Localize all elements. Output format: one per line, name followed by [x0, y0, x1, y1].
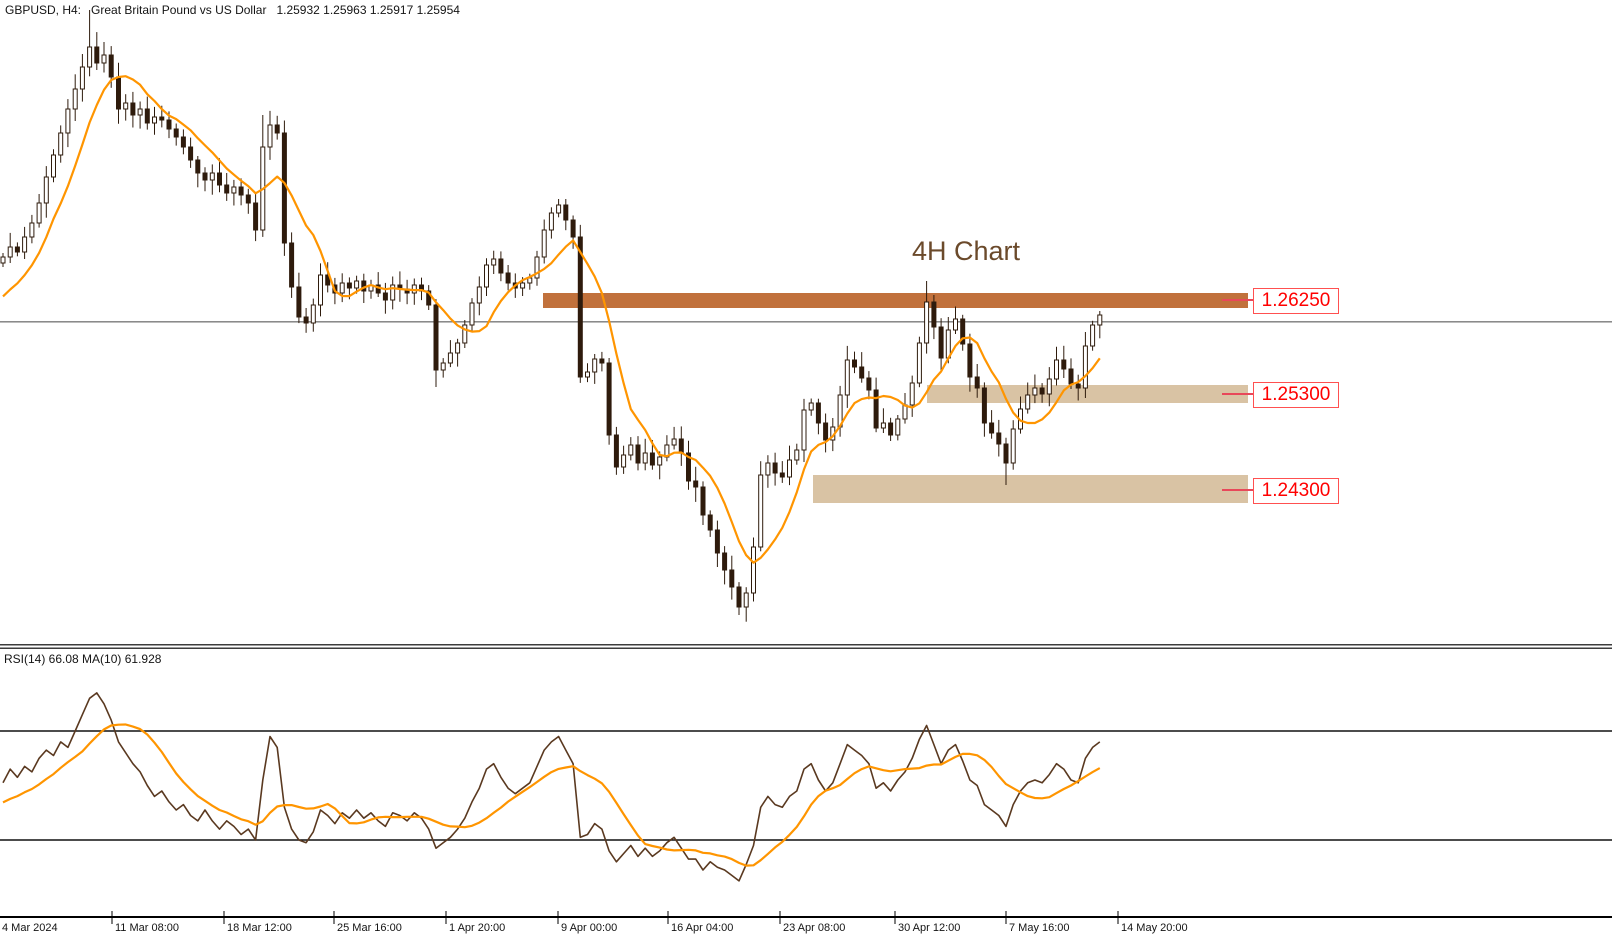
time-axis-label: 9 Apr 00:00	[561, 922, 618, 934]
time-axis-label: 14 May 20:00	[1121, 922, 1188, 934]
time-axis-label: 30 Apr 12:00	[898, 922, 961, 934]
price-label-25300[interactable]: 1.25300	[1222, 382, 1339, 408]
ohlc-readout: 1.25932 1.25963 1.25917 1.25954	[276, 3, 460, 17]
time-axis-label: 25 Mar 16:00	[337, 922, 402, 934]
time-axis-label: 18 Mar 12:00	[227, 922, 292, 934]
price-label-connector	[1222, 393, 1253, 395]
symbol-timeframe: GBPUSD, H4:	[5, 3, 82, 17]
price-label-text: 1.26250	[1261, 290, 1331, 311]
time-axis-label: 23 Apr 08:00	[783, 922, 846, 934]
rsi-indicator-label: RSI(14) 66.08 MA(10) 61.928	[4, 652, 162, 666]
price-label-text: 1.24300	[1261, 480, 1331, 501]
time-axis-label: 4 Mar 2024	[2, 922, 58, 934]
time-axis-label: 11 Mar 08:00	[115, 922, 180, 934]
annotation-4h-chart[interactable]: 4H Chart	[911, 236, 1021, 266]
price-label-connector	[1222, 299, 1253, 301]
price-label-connector	[1222, 489, 1253, 491]
time-axis-label: 16 Apr 04:00	[671, 922, 734, 934]
price-label-24300[interactable]: 1.24300	[1222, 478, 1339, 504]
time-axis: 4 Mar 2024 11 Mar 08:00 18 Mar 12:00 25 …	[0, 922, 1612, 938]
price-label-26250[interactable]: 1.26250	[1222, 288, 1339, 314]
price-label-text: 1.25300	[1261, 384, 1331, 405]
time-axis-label: 7 May 16:00	[1009, 922, 1070, 934]
time-axis-label: 1 Apr 20:00	[449, 922, 506, 934]
symbol-description: Great Britain Pound vs US Dollar	[91, 3, 267, 17]
chart-title: GBPUSD, H4: Great Britain Pound vs US Dol…	[5, 3, 470, 17]
